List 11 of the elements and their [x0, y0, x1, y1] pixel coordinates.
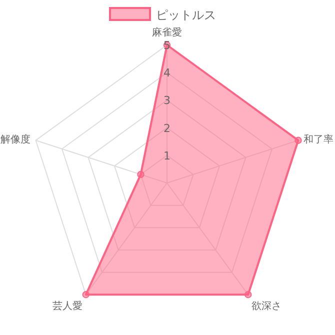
spoke-label: 解像度: [0, 134, 31, 146]
spoke-label: 麻雀愛: [152, 26, 182, 38]
spoke-label: 芸人愛: [52, 300, 83, 312]
y-tick-label: 2: [164, 122, 170, 135]
spoke-label: 和了率: [303, 134, 334, 146]
y-tick-label: 5: [164, 39, 170, 52]
spoke-label: 欲深さ: [251, 300, 282, 312]
y-tick-label: 4: [164, 66, 170, 80]
y-tick-label: 1: [164, 149, 170, 162]
y-tick-label: 3: [164, 94, 170, 108]
legend-label: ピットルス: [156, 8, 216, 22]
